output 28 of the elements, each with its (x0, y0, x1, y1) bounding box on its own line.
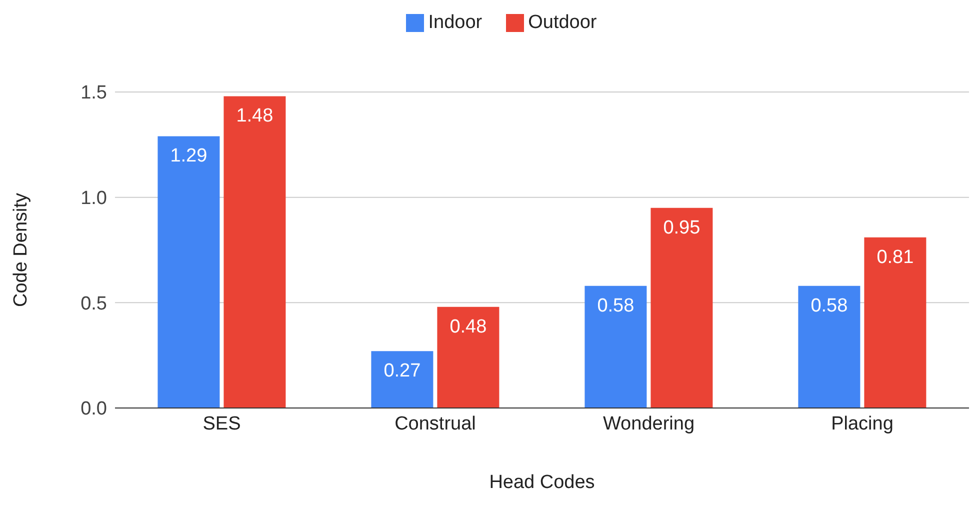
y-tick-label: 1.5 (80, 82, 107, 104)
bar (158, 136, 220, 408)
y-tick-label: 0.0 (80, 398, 107, 420)
data-label: 0.48 (450, 316, 487, 338)
y-tick-label: 1.0 (80, 188, 107, 210)
y-tick-label: 0.5 (80, 293, 107, 314)
data-label: 1.29 (170, 146, 208, 167)
data-label: 0.58 (597, 295, 634, 316)
bar (371, 351, 434, 408)
x-tick-label: Construal (394, 413, 476, 434)
bar (437, 306, 500, 408)
legend-label: Outdoor (528, 12, 597, 33)
bar (650, 208, 713, 408)
data-label: 1.48 (236, 106, 274, 127)
x-tick-label: Placing (831, 413, 894, 434)
data-label: 0.81 (876, 246, 914, 268)
bar (864, 237, 926, 408)
data-label: 0.58 (810, 295, 848, 316)
bar (584, 286, 647, 408)
x-tick-label: SES (202, 413, 241, 434)
bar (798, 286, 860, 408)
data-label: 0.95 (663, 217, 700, 238)
legend-label: Indoor (428, 12, 482, 33)
data-label: 0.27 (384, 360, 421, 382)
y-axis-title: Code Density (10, 192, 32, 308)
x-tick-label: Wondering (602, 413, 695, 434)
bar (224, 96, 286, 408)
x-axis-title: Head Codes (489, 472, 595, 493)
